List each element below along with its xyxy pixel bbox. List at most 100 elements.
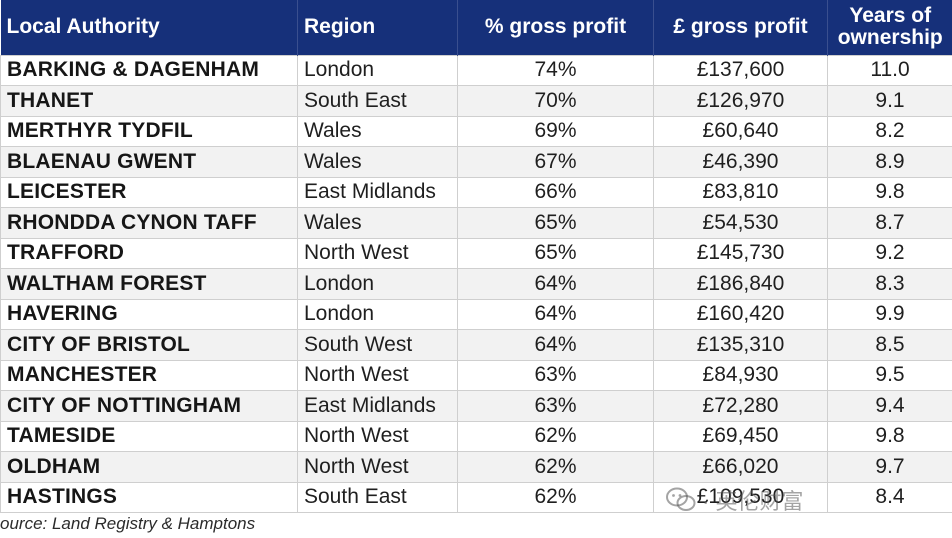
cell-percent-gross-profit: 64% (457, 268, 654, 300)
table-row: BARKING & DAGENHAM London 74% £137,600 11.0 (0, 54, 952, 86)
cell-local-authority: HASTINGS (0, 481, 298, 513)
cell-years-of-ownership: 9.7 (827, 451, 952, 483)
cell-local-authority: MERTHYR TYDFIL (0, 115, 298, 147)
cell-local-authority: RHONDDA CYNON TAFF (0, 207, 298, 239)
table-row: OLDHAM North West 62% £66,020 9.7 (0, 451, 952, 483)
cell-years-of-ownership: 8.9 (827, 146, 952, 178)
cell-region: South West (297, 329, 458, 361)
cell-pound-gross-profit: £83,810 (653, 176, 828, 208)
cell-years-of-ownership: 9.2 (827, 237, 952, 269)
cell-region: Wales (297, 207, 458, 239)
table-row: RHONDDA CYNON TAFF Wales 65% £54,530 8.7 (0, 207, 952, 239)
cell-pound-gross-profit: £66,020 (653, 451, 828, 483)
cell-region: Wales (297, 146, 458, 178)
header-percent-gross-profit: % gross profit (457, 0, 654, 55)
header-pound-gross-profit: £ gross profit (653, 0, 828, 55)
cell-years-of-ownership: 11.0 (827, 54, 952, 86)
cell-local-authority: CITY OF BRISTOL (0, 329, 298, 361)
cell-percent-gross-profit: 65% (457, 237, 654, 269)
table-row: HASTINGS South East 62% £109,530 8.4 (0, 481, 952, 513)
cell-percent-gross-profit: 62% (457, 420, 654, 452)
cell-percent-gross-profit: 69% (457, 115, 654, 147)
cell-pound-gross-profit: £60,640 (653, 115, 828, 147)
table-body: BARKING & DAGENHAM London 74% £137,600 11.0 T… (0, 54, 952, 513)
cell-region: Wales (297, 115, 458, 147)
cell-pound-gross-profit: £145,730 (653, 237, 828, 269)
cell-region: North West (297, 420, 458, 452)
cell-region: North West (297, 451, 458, 483)
table-row: MERTHYR TYDFIL Wales 69% £60,640 8.2 (0, 115, 952, 147)
cell-pound-gross-profit: £69,450 (653, 420, 828, 452)
cell-years-of-ownership: 9.1 (827, 85, 952, 117)
source-note: ource: Land Registry & Hamptons (0, 514, 256, 533)
watermark-text: · 英伦财富 (702, 489, 804, 514)
cell-percent-gross-profit: 63% (457, 359, 654, 391)
cell-pound-gross-profit: £160,420 (653, 298, 828, 330)
cell-pound-gross-profit: £186,840 (653, 268, 828, 300)
table-header: Local Authority Region % gross profit £ … (0, 0, 952, 55)
cell-years-of-ownership: 8.3 (827, 268, 952, 300)
cell-years-of-ownership: 9.4 (827, 390, 952, 422)
cell-percent-gross-profit: 63% (457, 390, 654, 422)
header-region: Region (297, 0, 458, 55)
cell-region: London (297, 298, 458, 330)
cell-years-of-ownership: 9.8 (827, 420, 952, 452)
table-row: BLAENAU GWENT Wales 67% £46,390 8.9 (0, 146, 952, 178)
wechat-icon (666, 487, 696, 513)
cell-local-authority: OLDHAM (0, 451, 298, 483)
cell-local-authority: HAVERING (0, 298, 298, 330)
cell-pound-gross-profit: £109,530 (653, 481, 828, 513)
cell-pound-gross-profit: £54,530 (653, 207, 828, 239)
cell-local-authority: TAMESIDE (0, 420, 298, 452)
cell-percent-gross-profit: 67% (457, 146, 654, 178)
cell-percent-gross-profit: 65% (457, 207, 654, 239)
cell-years-of-ownership: 9.8 (827, 176, 952, 208)
cell-percent-gross-profit: 70% (457, 85, 654, 117)
table-row: CITY OF BRISTOL South West 64% £135,310 8.5 (0, 329, 952, 361)
cell-years-of-ownership: 8.4 (827, 481, 952, 513)
table-row: THANET South East 70% £126,970 9.1 (0, 85, 952, 117)
cell-local-authority: BLAENAU GWENT (0, 146, 298, 178)
cell-region: North West (297, 237, 458, 269)
cell-local-authority: BARKING & DAGENHAM (0, 54, 298, 86)
cell-local-authority: TRAFFORD (0, 237, 298, 269)
cell-region: North West (297, 359, 458, 391)
cell-years-of-ownership: 9.9 (827, 298, 952, 330)
cell-pound-gross-profit: £46,390 (653, 146, 828, 178)
cell-percent-gross-profit: 62% (457, 481, 654, 513)
cell-region: East Midlands (297, 390, 458, 422)
table-row: LEICESTER East Midlands 66% £83,810 9.8 (0, 176, 952, 208)
cell-local-authority: MANCHESTER (0, 359, 298, 391)
cell-region: South East (297, 85, 458, 117)
table-row: MANCHESTER North West 63% £84,930 9.5 (0, 359, 952, 391)
cell-region: London (297, 268, 458, 300)
header-row: Local Authority Region % gross profit £ … (0, 0, 952, 55)
header-years-of-ownership: Years of ownership (827, 0, 952, 55)
cell-pound-gross-profit: £135,310 (653, 329, 828, 361)
cell-years-of-ownership: 8.2 (827, 115, 952, 147)
cell-local-authority: LEICESTER (0, 176, 298, 208)
cell-years-of-ownership: 8.7 (827, 207, 952, 239)
cell-pound-gross-profit: £137,600 (653, 54, 828, 86)
table-row: TRAFFORD North West 65% £145,730 9.2 (0, 237, 952, 269)
cell-region: London (297, 54, 458, 86)
cell-local-authority: WALTHAM FOREST (0, 268, 298, 300)
cell-region: South East (297, 481, 458, 513)
cell-percent-gross-profit: 64% (457, 298, 654, 330)
cell-local-authority: THANET (0, 85, 298, 117)
cell-pound-gross-profit: £84,930 (653, 359, 828, 391)
cell-pound-gross-profit: £126,970 (653, 85, 828, 117)
profit-table: Local Authority Region % gross profit £ … (0, 0, 952, 513)
cell-region: East Midlands (297, 176, 458, 208)
table-row: HAVERING London 64% £160,420 9.9 (0, 298, 952, 330)
watermark: · 英伦财富 (666, 484, 803, 516)
table-row: CITY OF NOTTINGHAM East Midlands 63% £72,28… (0, 390, 952, 422)
cell-percent-gross-profit: 62% (457, 451, 654, 483)
cell-years-of-ownership: 8.5 (827, 329, 952, 361)
table-row: WALTHAM FOREST London 64% £186,840 8.3 (0, 268, 952, 300)
cell-percent-gross-profit: 64% (457, 329, 654, 361)
cell-years-of-ownership: 9.5 (827, 359, 952, 391)
cell-local-authority: CITY OF NOTTINGHAM (0, 390, 298, 422)
cell-percent-gross-profit: 74% (457, 54, 654, 86)
